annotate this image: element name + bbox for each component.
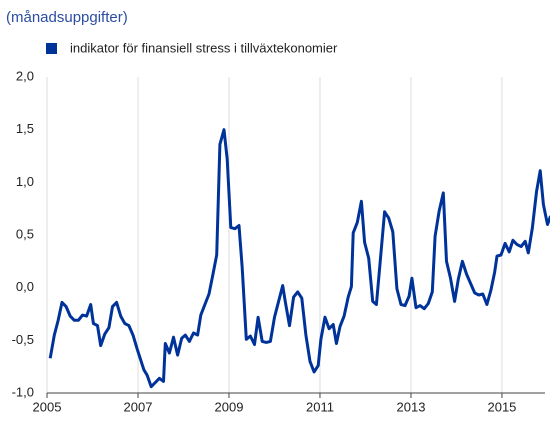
y-tick-label: -1,0 [12, 384, 34, 399]
x-tick-label: 2013 [397, 399, 426, 414]
x-tick-label: 2007 [124, 399, 153, 414]
y-tick-label: 2,0 [16, 68, 34, 83]
legend-swatch [46, 43, 57, 54]
y-tick-label: 0,5 [16, 226, 34, 241]
y-tick-label: -0,5 [12, 332, 34, 347]
y-tick-label: 0,0 [16, 279, 34, 294]
x-tick-label: 2015 [487, 399, 516, 414]
x-tick-label: 2005 [33, 399, 62, 414]
data-line [48, 128, 550, 389]
chart-title: (månadsuppgifter) [6, 9, 128, 26]
y-tick-label: 1,0 [16, 174, 34, 189]
x-tick-label: 2009 [215, 399, 244, 414]
x-tick-label: 2011 [306, 399, 334, 414]
legend-label: indikator för finansiell stress i tillvä… [70, 40, 338, 55]
y-tick-label: 1,5 [16, 121, 34, 136]
